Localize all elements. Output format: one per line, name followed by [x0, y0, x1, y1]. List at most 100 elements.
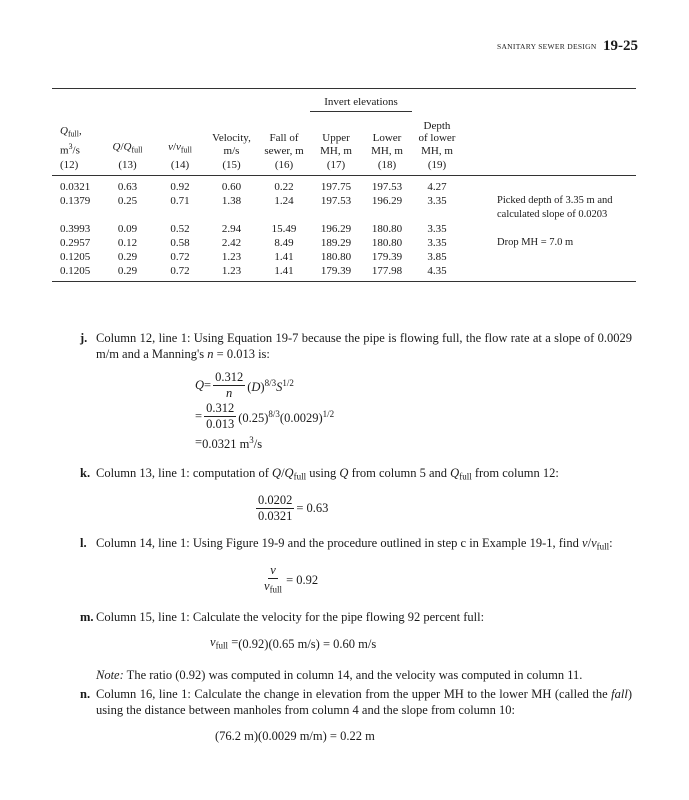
table-row: 0.1379 0.25 0.71 1.38 1.24 197.53 196.29 3.35 Pi… [52, 194, 636, 222]
equation-lhs: = [195, 409, 202, 425]
table-cell: 196.29 [371, 195, 403, 207]
equation-rhs: = 0.63 [296, 501, 328, 517]
item-label: j. [80, 331, 88, 345]
column-header: Depth of lower MH, m [412, 112, 462, 158]
equation: vfull = (0.92)(0.65 m/s) = 0.60 m/s [96, 634, 632, 656]
table-cell: 180.80 [320, 251, 352, 263]
text-run: Q [195, 377, 205, 392]
equation-rhs: (0.92)(0.65 m/s) = 0.60 m/s [238, 637, 376, 653]
equation-rhs: (76.2 m)(0.0029 m/m) = 0.22 m [215, 729, 375, 745]
text-run: (0.92)(0.65 m/s) = 0.60 m/s [238, 636, 377, 651]
equation: v vfull = 0.92 [96, 563, 632, 598]
text-run: Column 16, line 1: Calculate the change … [96, 687, 612, 702]
equation-lhs: = [195, 435, 202, 451]
text-run: ) [260, 379, 265, 394]
denominator: n [224, 386, 234, 401]
header-line: Fall of [258, 132, 310, 145]
equation-rhs: (D)8/3S1/2 [247, 376, 294, 395]
text-run: full [180, 145, 192, 155]
column-header: Upper MH, m [310, 112, 362, 158]
table-cell: 196.29 [320, 223, 352, 235]
table-cell: 0.1205 [60, 251, 91, 263]
header-line: m3/s [60, 141, 100, 157]
table-cell: 4.27 [427, 181, 447, 193]
equation-line: = 0.312 0.013 (0.25)8/3(0.0029)1/2 [195, 401, 632, 432]
text-run: MH, m [320, 144, 352, 157]
table-cell: 1.41 [274, 265, 294, 277]
text-run: = [195, 408, 203, 423]
text-run: 1/2 [322, 408, 335, 419]
equation-line: (76.2 m)(0.0029 m/m) = 0.22 m [215, 726, 632, 748]
table-cell: 3.35 [427, 223, 447, 235]
table-cell: 0.63 [117, 181, 138, 193]
spacer [462, 250, 636, 264]
column-header: v/vfull [155, 112, 205, 158]
text-run: n [226, 386, 233, 400]
column-number: (12) [52, 157, 100, 176]
spacer [462, 157, 636, 176]
paragraph: Column 14, line 1: Using Figure 19-9 and… [96, 536, 632, 555]
row-note: Drop MH = 7.0 m [497, 237, 574, 248]
header-line: MH, m [310, 145, 362, 158]
column-number: (19) [412, 157, 462, 176]
page-number: 19-25 [603, 38, 638, 54]
table-row: 0.0321 0.63 0.92 0.60 0.22 197.75 197.53 4.27 [52, 176, 636, 195]
text-run: Q [123, 141, 132, 154]
text-run: full [67, 129, 79, 139]
header-line: Depth [412, 120, 462, 133]
denominator: vfull [262, 579, 284, 598]
text-run: 8/3 [264, 377, 277, 388]
row-note: Picked depth of 3.35 m and calculated sl… [497, 195, 613, 220]
item-label: l. [80, 536, 87, 551]
column-number: (13) [100, 157, 155, 176]
table-cell: 0.58 [170, 237, 190, 249]
text-run: ) using the distance between manholes fr… [96, 687, 632, 717]
text-run: full [215, 640, 229, 651]
text-run: v [591, 536, 597, 551]
text-run: = 0.92 [286, 572, 319, 587]
equation-line: vfull = (0.92)(0.65 m/s) = 0.60 m/s [210, 634, 632, 656]
item-label: m. [80, 610, 94, 625]
column-header: Velocity, m/s [205, 112, 258, 158]
text-run: m/s [223, 144, 240, 157]
table-cell: 0.2957 [60, 237, 91, 249]
text-run: 3 [249, 435, 254, 446]
text-run: of lower [418, 132, 456, 144]
text-run: v [176, 141, 181, 154]
header-line: Velocity, [205, 132, 258, 145]
text-run: (0.25) [238, 410, 269, 425]
equation: Q= 0.312 n (D)8/3S1/2 = 0.312 0.013 (0.25)8/3(0… [96, 370, 632, 454]
text-run: = [228, 634, 239, 649]
text-run: v [270, 563, 276, 578]
text-run: Note: [96, 667, 124, 682]
header-line: Q/Qfull [100, 141, 155, 157]
table-cell: 0.52 [170, 223, 190, 235]
table-cell: 197.75 [320, 181, 352, 193]
spacer [462, 222, 636, 236]
text-run: Q [60, 125, 68, 138]
text-run: / [281, 466, 285, 480]
item-label: k. [80, 466, 91, 480]
text-run: full [596, 541, 610, 552]
paragraph: Column 16, line 1: Calculate the change … [96, 687, 632, 718]
text-run: from column 12: [471, 466, 559, 480]
table-row: 0.2957 0.12 0.58 2.42 8.49 189.29 180.80 3.35 Dr… [52, 236, 636, 250]
text-run: 1/2 [282, 377, 294, 388]
text-run: full [269, 585, 283, 596]
text-run: / [587, 536, 592, 551]
numerator: v [268, 563, 278, 580]
text-run: 0.0321 [258, 509, 293, 524]
table-cell: 1.23 [221, 265, 242, 277]
table-cell: 1.38 [221, 195, 242, 207]
table-cell: 15.49 [271, 223, 297, 235]
table-cell: 177.98 [371, 265, 403, 277]
list-item: l. Column 14, line 1: Using Figure 19-9 a… [80, 536, 632, 598]
text-run: MH, m [421, 144, 453, 157]
table-cell: 189.29 [320, 237, 352, 249]
group-header: Invert elevations [310, 88, 412, 112]
paragraph: Column 12, line 1: Using Equation 19-7 b… [96, 331, 632, 362]
text-run: Q [284, 466, 294, 480]
column-number: (16) [258, 157, 310, 176]
table-cell: 0.3993 [60, 223, 91, 235]
table-cell: 0.71 [170, 195, 190, 207]
